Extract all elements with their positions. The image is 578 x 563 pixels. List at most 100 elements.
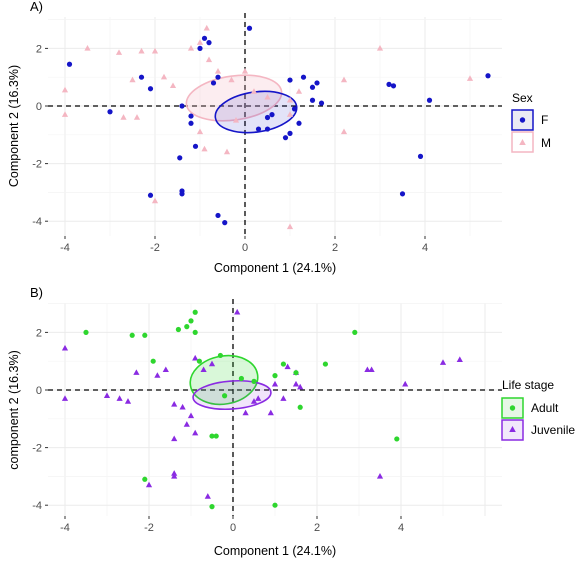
- legend-b-title: Life stage: [502, 378, 554, 392]
- point-juvenile: [192, 354, 199, 361]
- legend-b-marker-juvenile: [509, 426, 516, 432]
- panel-a-x-axis-title: Component 1 (24.1%): [214, 261, 336, 275]
- point-f: [188, 120, 194, 126]
- point-m: [203, 24, 210, 31]
- point-juvenile: [439, 359, 447, 365]
- point-juvenile: [133, 369, 140, 375]
- legend-a-marker-f: [519, 117, 526, 123]
- point-m: [61, 86, 69, 93]
- point-juvenile: [103, 392, 111, 398]
- point-adult: [280, 361, 286, 367]
- point-adult: [188, 318, 194, 324]
- y-tick-label: -2: [32, 443, 42, 455]
- panel-b-y-axis-title: component 2 (16.3%): [7, 350, 21, 470]
- point-m: [115, 49, 123, 55]
- point-juvenile: [61, 395, 69, 401]
- point-juvenile: [280, 395, 287, 401]
- legend-a-title: Sex: [512, 91, 533, 105]
- point-adult: [192, 309, 198, 315]
- point-adult: [129, 332, 135, 338]
- point-juvenile: [250, 398, 258, 404]
- panel-b-ellipses: [189, 354, 272, 411]
- point-m: [120, 114, 127, 120]
- point-m: [286, 96, 294, 103]
- point-m: [205, 56, 213, 63]
- legend-b-marker-adult: [509, 405, 516, 411]
- point-m: [160, 73, 168, 80]
- point-juvenile: [242, 409, 249, 416]
- point-juvenile: [267, 409, 274, 416]
- point-juvenile: [171, 470, 178, 476]
- point-m: [151, 197, 159, 204]
- point-m: [196, 128, 204, 135]
- legend-a-marker-m: [519, 139, 526, 145]
- point-f: [309, 84, 316, 90]
- x-tick-label: -4: [60, 522, 70, 534]
- point-adult: [272, 502, 278, 508]
- y-tick-label: 2: [36, 327, 42, 339]
- x-tick-label: 0: [230, 522, 236, 534]
- point-adult: [209, 504, 215, 510]
- panel-b-label: B): [30, 285, 43, 300]
- point-f: [296, 120, 302, 126]
- panel-b-points: [61, 308, 463, 510]
- point-f: [264, 126, 271, 132]
- point-adult: [192, 329, 198, 335]
- point-juvenile: [292, 380, 300, 387]
- point-juvenile: [154, 372, 161, 378]
- point-juvenile: [297, 383, 304, 390]
- point-f: [107, 109, 113, 115]
- point-adult: [184, 324, 190, 330]
- point-m: [264, 93, 271, 100]
- legend-a-label-f: F: [541, 113, 548, 127]
- panel-a-y-axis-title: Component 2 (16.3%): [7, 65, 21, 187]
- legend-b-label-adult: Adult: [531, 401, 559, 415]
- point-adult: [175, 326, 181, 333]
- point-m: [196, 39, 204, 45]
- y-tick-label: -4: [32, 500, 42, 512]
- point-f: [390, 83, 397, 89]
- point-m: [151, 47, 159, 54]
- point-f: [386, 81, 392, 87]
- point-juvenile: [183, 421, 190, 427]
- x-tick-label: -4: [60, 242, 70, 254]
- point-juvenile: [171, 473, 178, 479]
- point-f: [215, 212, 221, 219]
- point-m: [250, 88, 258, 94]
- point-adult: [217, 352, 223, 359]
- y-tick-label: -4: [32, 216, 42, 228]
- point-m: [201, 145, 208, 152]
- point-f: [246, 25, 253, 31]
- point-juvenile: [368, 366, 375, 373]
- point-m: [169, 82, 177, 89]
- point-adult: [150, 358, 156, 364]
- point-juvenile: [171, 401, 178, 407]
- point-f: [179, 191, 185, 197]
- point-juvenile: [284, 363, 291, 370]
- panel-b-reference-lines: [48, 299, 502, 516]
- point-f: [147, 86, 154, 92]
- point-adult: [142, 476, 148, 482]
- point-adult: [83, 329, 89, 335]
- point-juvenile: [204, 493, 211, 499]
- point-adult: [394, 436, 400, 442]
- point-f: [318, 100, 325, 106]
- point-adult: [213, 433, 219, 439]
- point-juvenile: [124, 398, 132, 404]
- point-juvenile: [162, 366, 169, 373]
- point-adult: [272, 373, 278, 379]
- point-f: [210, 80, 217, 86]
- point-f: [309, 97, 316, 103]
- point-adult: [251, 378, 257, 384]
- point-m: [286, 223, 294, 230]
- point-f: [314, 80, 320, 86]
- point-juvenile: [145, 481, 153, 488]
- point-m: [232, 117, 240, 123]
- point-juvenile: [187, 412, 195, 419]
- point-f: [177, 155, 183, 161]
- x-tick-label: 4: [422, 242, 428, 254]
- point-f: [188, 113, 194, 119]
- point-f: [282, 135, 289, 141]
- point-adult: [352, 329, 358, 335]
- point-f: [426, 97, 433, 103]
